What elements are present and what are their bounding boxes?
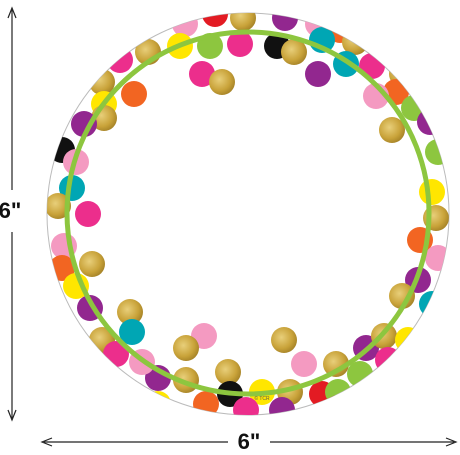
height-arrow [7, 6, 17, 422]
height-label: 6" [0, 198, 21, 223]
width-arrow [40, 437, 458, 447]
green-ring [64, 29, 432, 397]
credit: © TCR [254, 395, 270, 402]
width-label: 6" [238, 429, 261, 454]
